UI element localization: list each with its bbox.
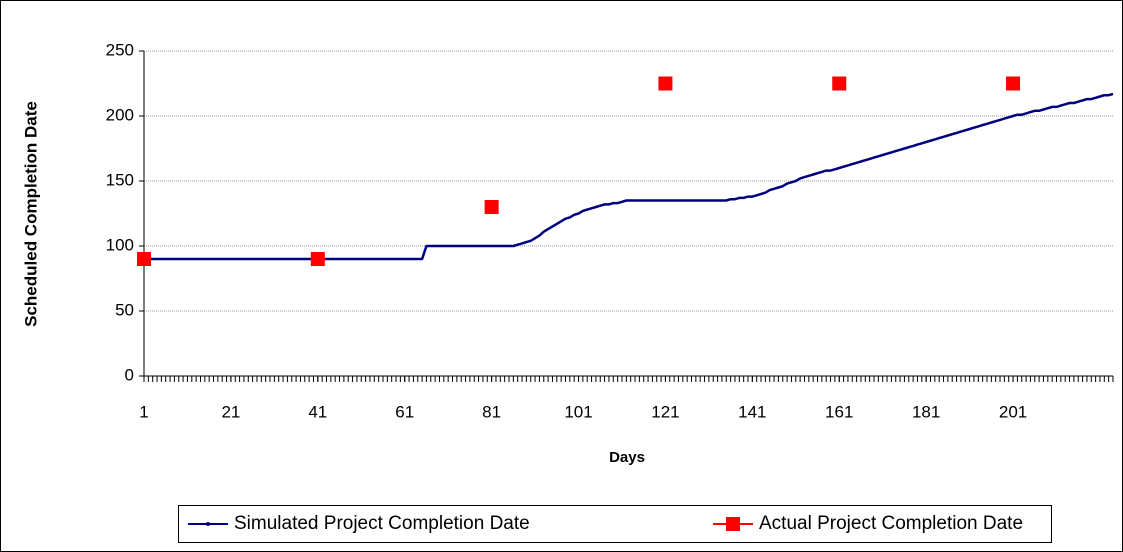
- marker: [484, 200, 499, 214]
- x-tick-label: 81: [482, 402, 501, 421]
- marker: [832, 76, 847, 91]
- series-line: [144, 92, 1114, 261]
- y-tick-label: 250: [106, 40, 134, 59]
- marker: [658, 76, 673, 91]
- x-tick-label: 121: [651, 402, 679, 421]
- x-axis-label: Days: [609, 449, 645, 466]
- legend-marker: [726, 517, 740, 531]
- x-tick-label: 181: [912, 402, 940, 421]
- y-tick-label: 100: [106, 235, 134, 254]
- marker: [310, 252, 325, 266]
- x-tick-label: 61: [395, 402, 414, 421]
- y-tick-label: 200: [106, 105, 134, 124]
- y-axis-label: Scheduled Completion Date: [21, 101, 40, 327]
- x-tick-label: 161: [825, 402, 853, 421]
- y-tick-label: 50: [115, 300, 134, 319]
- x-tick-label: 21: [221, 402, 240, 421]
- x-tick-label: 1: [139, 402, 148, 421]
- y-tick-label: 150: [106, 170, 134, 189]
- legend-marker: [206, 522, 210, 526]
- marker: [1006, 76, 1021, 91]
- marker: [137, 252, 151, 266]
- legend-label: Actual Project Completion Date: [759, 513, 1023, 534]
- x-tick-label: 41: [308, 402, 327, 421]
- x-tick-label: 141: [738, 402, 766, 421]
- legend-label: Simulated Project Completion Date: [234, 513, 530, 534]
- legend: [178, 505, 1052, 543]
- y-tick-label: 0: [125, 365, 134, 384]
- x-tick-label: 201: [999, 402, 1027, 421]
- x-tick-label: 101: [564, 402, 592, 421]
